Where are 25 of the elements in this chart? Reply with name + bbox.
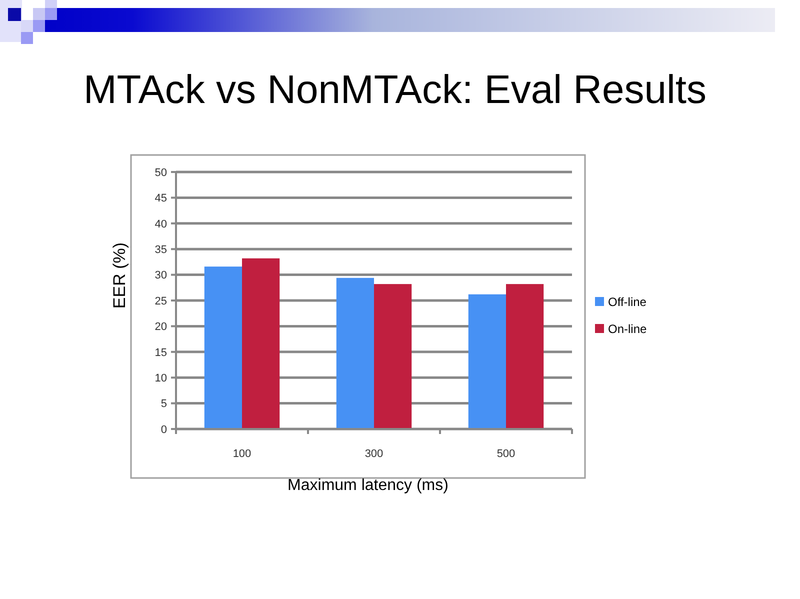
legend-label: Off-line: [608, 295, 647, 310]
bar: [242, 258, 280, 429]
y-tick-label: 15: [154, 346, 167, 359]
y-tick-label: 45: [154, 192, 167, 205]
bar: [374, 284, 412, 429]
bar: [468, 294, 506, 429]
y-tick-label: 10: [154, 372, 167, 384]
y-tick-label: 20: [154, 321, 167, 334]
legend-label: On-line: [608, 322, 648, 336]
y-tick-label: 50: [154, 166, 167, 179]
y-tick-label: 0: [160, 424, 167, 436]
y-tick-label: 40: [154, 218, 167, 230]
y-axis-title: EER (%): [110, 242, 129, 309]
bar: [506, 284, 544, 429]
y-tick-label: 30: [154, 270, 167, 282]
y-tick-label: 35: [154, 244, 167, 256]
bar: [336, 278, 374, 429]
x-tick-label: 100: [232, 448, 252, 460]
x-axis-title: Maximum latency (ms): [288, 477, 448, 494]
chart-title: MTAck vs NonMTAck: Eval Results: [83, 68, 707, 112]
x-tick-label: 500: [496, 448, 516, 460]
x-tick-label: 300: [364, 448, 384, 460]
bar: [204, 266, 242, 429]
y-tick-label: 25: [154, 295, 167, 308]
y-tick-label: 5: [160, 398, 167, 410]
